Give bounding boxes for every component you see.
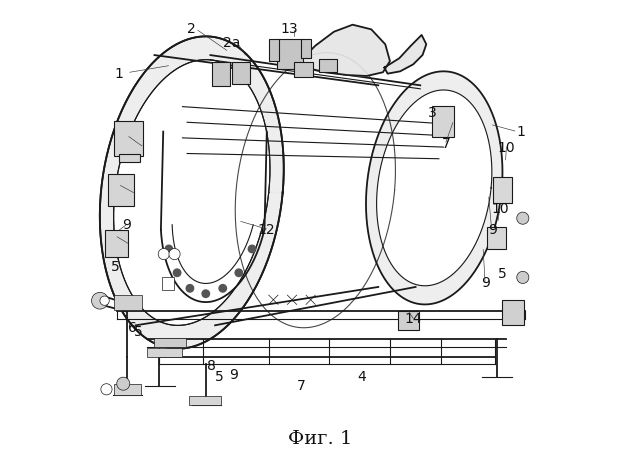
Circle shape (100, 296, 109, 305)
Text: 5: 5 (216, 370, 224, 384)
FancyBboxPatch shape (147, 348, 182, 356)
FancyBboxPatch shape (114, 384, 141, 395)
Text: 9: 9 (122, 218, 131, 232)
Circle shape (169, 249, 180, 260)
Text: 7: 7 (442, 136, 451, 151)
FancyBboxPatch shape (118, 154, 140, 162)
Text: 3: 3 (126, 186, 134, 199)
Text: 5: 5 (497, 267, 506, 281)
Polygon shape (366, 71, 502, 304)
FancyBboxPatch shape (232, 62, 250, 84)
FancyBboxPatch shape (432, 106, 454, 136)
Polygon shape (385, 35, 426, 74)
Text: 2: 2 (188, 23, 196, 37)
FancyBboxPatch shape (108, 174, 134, 205)
Text: 1: 1 (516, 125, 525, 139)
FancyBboxPatch shape (487, 227, 506, 250)
FancyBboxPatch shape (154, 338, 186, 348)
Circle shape (235, 269, 243, 277)
FancyBboxPatch shape (189, 396, 221, 405)
Circle shape (165, 245, 173, 253)
Text: 7: 7 (297, 379, 306, 393)
Text: 13: 13 (281, 23, 298, 37)
Text: 6: 6 (127, 321, 136, 335)
FancyBboxPatch shape (502, 300, 524, 325)
Circle shape (101, 384, 112, 395)
Circle shape (516, 272, 529, 283)
FancyBboxPatch shape (114, 295, 142, 310)
Circle shape (116, 377, 130, 390)
Text: 2a: 2a (223, 37, 240, 50)
Circle shape (173, 269, 181, 277)
Text: 10: 10 (498, 141, 515, 155)
Text: 9: 9 (488, 223, 497, 237)
FancyBboxPatch shape (294, 62, 313, 77)
Text: 14: 14 (404, 312, 422, 326)
Circle shape (186, 285, 194, 292)
Polygon shape (100, 37, 284, 349)
Circle shape (248, 245, 256, 253)
Text: 8: 8 (207, 359, 216, 373)
FancyBboxPatch shape (269, 38, 279, 61)
FancyBboxPatch shape (277, 38, 303, 69)
FancyBboxPatch shape (301, 38, 310, 58)
Text: 4: 4 (358, 370, 366, 384)
FancyBboxPatch shape (493, 177, 512, 203)
Text: 12: 12 (257, 223, 275, 237)
Polygon shape (299, 25, 390, 76)
Text: 3: 3 (121, 237, 129, 251)
FancyBboxPatch shape (163, 277, 174, 290)
FancyBboxPatch shape (398, 311, 419, 330)
Circle shape (92, 292, 108, 309)
FancyBboxPatch shape (114, 121, 143, 156)
FancyBboxPatch shape (319, 59, 337, 72)
Circle shape (219, 285, 227, 292)
FancyBboxPatch shape (212, 62, 230, 86)
Text: 9: 9 (481, 276, 490, 290)
Text: 10: 10 (492, 202, 509, 216)
Circle shape (158, 249, 170, 260)
Text: 3: 3 (131, 139, 140, 153)
Circle shape (516, 212, 529, 224)
Text: 5: 5 (134, 325, 143, 340)
Text: 5: 5 (111, 260, 119, 274)
Text: 9: 9 (229, 368, 237, 382)
Text: Фиг. 1: Фиг. 1 (288, 430, 352, 448)
Text: 1: 1 (114, 67, 123, 81)
Text: 3: 3 (428, 106, 436, 120)
Circle shape (202, 290, 209, 297)
FancyBboxPatch shape (104, 230, 128, 257)
